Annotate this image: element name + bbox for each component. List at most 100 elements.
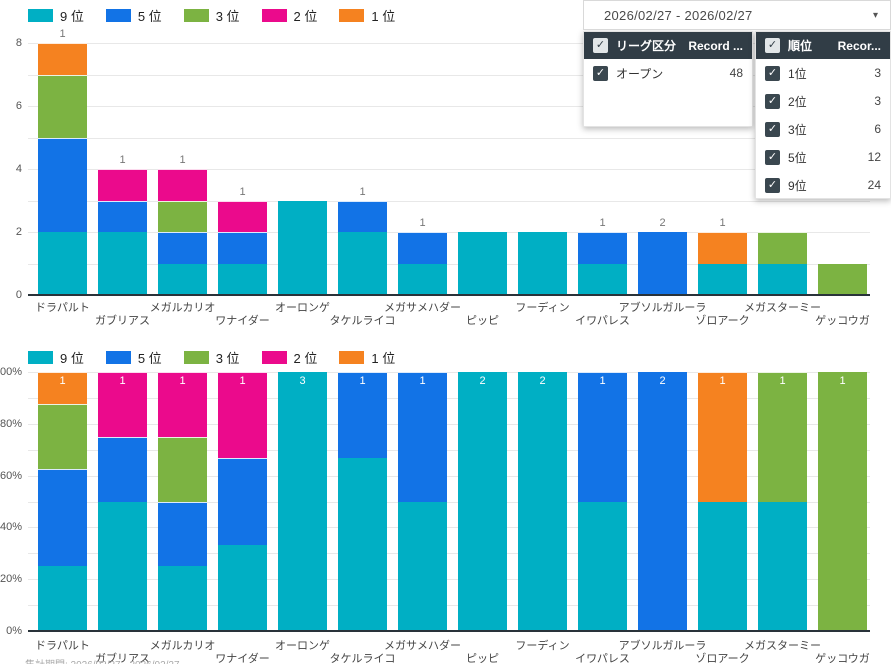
league-select-all-checkbox[interactable]: ✓ xyxy=(593,38,608,53)
bar-segment[interactable] xyxy=(158,232,207,264)
legend-item-label: 1 位 xyxy=(371,9,396,24)
legend-item[interactable]: 5 位 xyxy=(105,6,162,25)
bar-segment[interactable] xyxy=(38,137,87,232)
bar-segment[interactable] xyxy=(518,232,567,295)
bar-segment[interactable] xyxy=(638,232,687,295)
date-range-picker[interactable]: 2026/02/27 - 2026/02/27 ▾ xyxy=(583,0,891,30)
bar-segment[interactable] xyxy=(578,372,627,502)
rank-filter-row[interactable]: ✓ 2位 3 xyxy=(756,87,890,115)
bar-segment[interactable] xyxy=(578,501,627,631)
bar-segment[interactable] xyxy=(578,232,627,264)
bar-segment[interactable] xyxy=(398,263,447,295)
bar-segment[interactable] xyxy=(398,232,447,264)
rank-filter-row[interactable]: ✓ 9位 24 xyxy=(756,171,890,199)
rank-row-checkbox[interactable]: ✓ xyxy=(765,93,780,109)
bar-segment[interactable] xyxy=(758,372,807,502)
date-range-value: 2026/02/27 - 2026/02/27 xyxy=(604,7,753,23)
legend-item[interactable]: 2 位 xyxy=(261,6,317,25)
bar-segment[interactable] xyxy=(578,263,627,295)
x-category-label: タケルライコ xyxy=(329,653,396,664)
bar-segment[interactable] xyxy=(38,372,87,405)
bar-segment[interactable] xyxy=(458,372,507,631)
bar-segment[interactable] xyxy=(218,544,267,631)
bar-segment[interactable] xyxy=(758,263,807,295)
x-axis-line-bottom xyxy=(28,630,870,632)
bar-segment[interactable] xyxy=(818,263,867,295)
gridline xyxy=(28,43,870,44)
bar-segment[interactable] xyxy=(98,436,147,502)
bar-segment[interactable] xyxy=(158,372,207,437)
bar-segment[interactable] xyxy=(38,469,87,567)
bar-segment[interactable] xyxy=(158,169,207,201)
rank-select-all-checkbox[interactable]: ✓ xyxy=(765,38,780,53)
bar-segment[interactable] xyxy=(398,372,447,502)
rank-filter-row[interactable]: ✓ 1位 3 xyxy=(756,59,890,87)
legend-item[interactable]: 9 位 xyxy=(28,348,84,367)
legend-item[interactable]: 2 位 xyxy=(261,348,317,367)
bar-segment[interactable] xyxy=(338,232,387,295)
bar-segment[interactable] xyxy=(38,232,87,295)
gridline xyxy=(28,397,870,399)
bar-segment[interactable] xyxy=(218,372,267,459)
bar-segment[interactable] xyxy=(458,232,507,295)
x-category-label: ガブリアス xyxy=(95,315,150,327)
bar-segment[interactable] xyxy=(698,372,747,502)
x-category-label: メガルカリオ xyxy=(149,302,216,314)
bar-segment[interactable] xyxy=(158,263,207,295)
legend-item[interactable]: 3 位 xyxy=(183,6,240,25)
bar-segment[interactable] xyxy=(158,200,207,232)
bar-segment[interactable] xyxy=(98,169,147,201)
bar-segment[interactable] xyxy=(218,263,267,295)
bar-segment[interactable] xyxy=(338,458,387,631)
bar-segment[interactable] xyxy=(638,372,687,631)
rank-row-label: 5位 xyxy=(788,150,807,165)
bar-segment[interactable] xyxy=(398,501,447,631)
bar-segment[interactable] xyxy=(38,566,87,631)
bar-segment-value: 1 xyxy=(599,217,606,229)
bar-segment[interactable] xyxy=(38,404,87,470)
rank-row-checkbox[interactable]: ✓ xyxy=(765,65,780,81)
gridline xyxy=(28,200,870,202)
bar-segment[interactable] xyxy=(338,200,387,232)
bar-segment[interactable] xyxy=(338,372,387,459)
league-panel-header: ✓ リーグ区分 Record ... xyxy=(584,32,752,59)
rank-row-checkbox[interactable]: ✓ xyxy=(765,149,780,165)
bar-segment[interactable] xyxy=(278,372,327,631)
legend-item[interactable]: 5 位 xyxy=(105,348,162,367)
league-filter-row[interactable]: ✓ オープン 48 xyxy=(584,59,752,87)
bar-segment[interactable] xyxy=(98,501,147,631)
bar-segment[interactable] xyxy=(698,232,747,264)
bar-segment[interactable] xyxy=(98,372,147,437)
bar-segment[interactable] xyxy=(518,372,567,631)
legend-item[interactable]: 1 位 xyxy=(339,6,395,25)
bar-segment[interactable] xyxy=(758,232,807,264)
bar-segment[interactable] xyxy=(698,263,747,295)
legend-swatch xyxy=(183,9,209,22)
bar-segment[interactable] xyxy=(758,501,807,631)
rank-row-checkbox[interactable]: ✓ xyxy=(765,121,780,137)
legend-swatch xyxy=(183,351,209,364)
bar-segment[interactable] xyxy=(158,566,207,631)
bar-segment[interactable] xyxy=(98,232,147,295)
y-tick-label: 8 xyxy=(15,37,22,49)
bar-segment[interactable] xyxy=(698,501,747,631)
bar-segment[interactable] xyxy=(218,200,267,232)
rank-filter-row[interactable]: ✓ 3位 6 xyxy=(756,115,890,143)
legend-item[interactable]: 3 位 xyxy=(183,348,240,367)
bar-segment[interactable] xyxy=(218,232,267,264)
bar-segment[interactable] xyxy=(38,43,87,75)
bar-segment[interactable] xyxy=(98,200,147,232)
bar-segment[interactable] xyxy=(218,458,267,545)
legend-item[interactable]: 1 位 xyxy=(339,348,395,367)
rank-filter-row[interactable]: ✓ 5位 12 xyxy=(756,143,890,171)
bar-segment[interactable] xyxy=(278,200,327,295)
bar-segment[interactable] xyxy=(158,501,207,567)
bar-segment[interactable] xyxy=(818,372,867,631)
bar-segment[interactable] xyxy=(158,436,207,502)
x-category-label: ドラパルト xyxy=(35,640,90,652)
rank-row-checkbox[interactable]: ✓ xyxy=(765,177,780,193)
legend-item[interactable]: 9 位 xyxy=(28,6,84,25)
bar-segment[interactable] xyxy=(38,74,87,138)
legend-swatch xyxy=(105,9,131,22)
league-row-checkbox[interactable]: ✓ xyxy=(593,65,608,81)
